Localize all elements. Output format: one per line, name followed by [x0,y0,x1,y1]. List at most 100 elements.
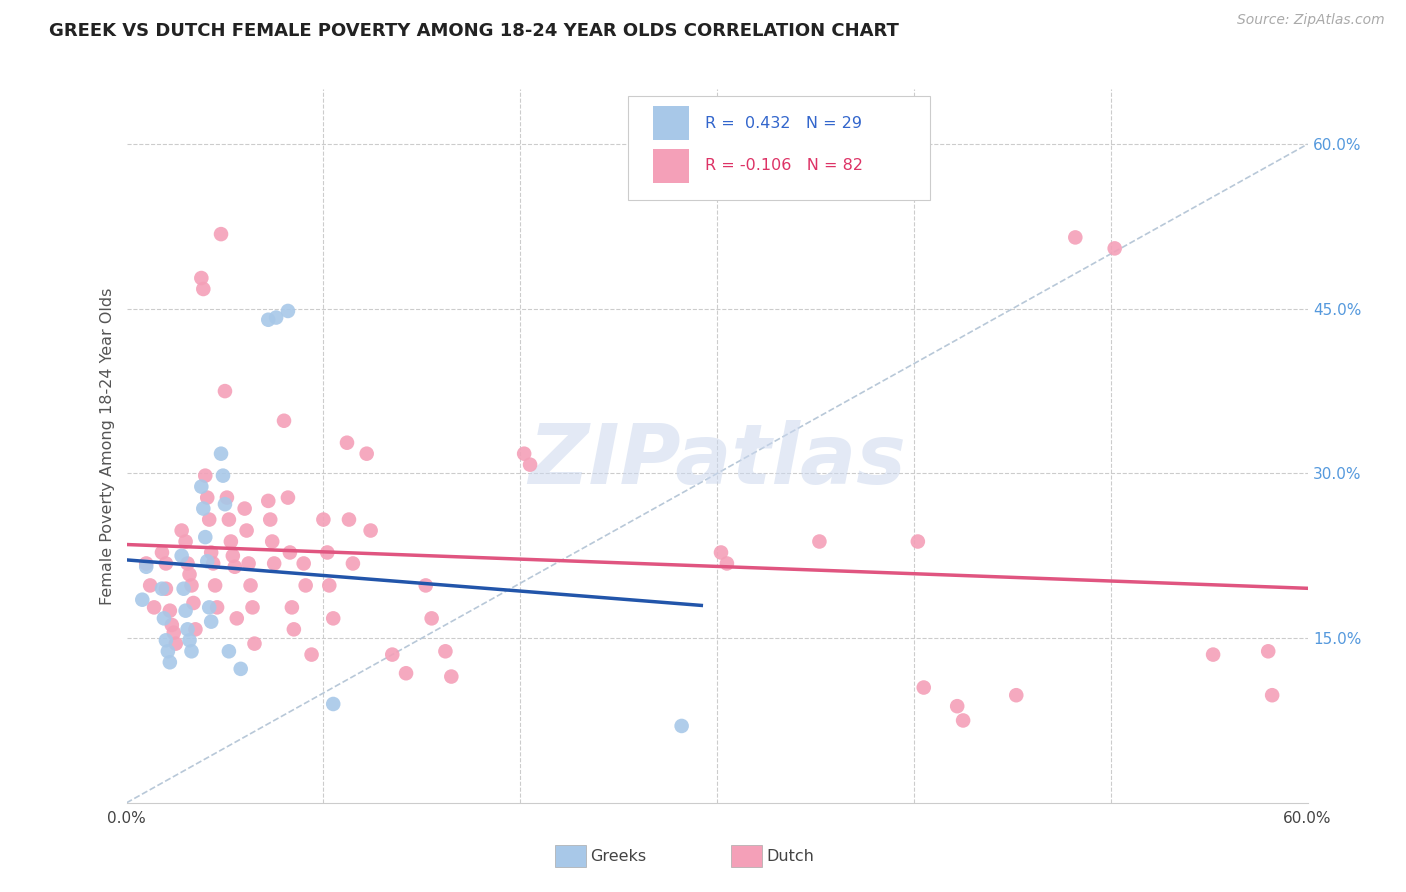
Point [294,578,316,592]
Point [292,557,315,571]
Point [215,491,238,505]
FancyBboxPatch shape [654,106,689,140]
Point [160,618,183,632]
Point [179,633,201,648]
Point [159,655,181,669]
Point [139,578,162,592]
Point [243,637,266,651]
Point [1104,241,1126,255]
Point [153,611,176,625]
Point [277,491,299,505]
Point [1261,688,1284,702]
Point [281,600,304,615]
Point [195,491,218,505]
Point [513,447,536,461]
Point [176,557,198,571]
Point [356,447,378,461]
Point [174,534,197,549]
Point [195,554,218,568]
Point [808,534,831,549]
Point [242,600,264,615]
Point [229,662,252,676]
Point [135,559,157,574]
Point [155,582,177,596]
Point [198,512,221,526]
Point [381,648,404,662]
Point [264,310,287,325]
Point [190,271,212,285]
Point [212,468,235,483]
Point [322,611,344,625]
Text: GREEK VS DUTCH FEMALE POVERTY AMONG 18-24 YEAR OLDS CORRELATION CHART: GREEK VS DUTCH FEMALE POVERTY AMONG 18-2… [49,22,898,40]
Point [946,699,969,714]
Text: Greeks: Greeks [591,849,647,863]
Point [952,714,974,728]
Text: R = -0.106   N = 82: R = -0.106 N = 82 [706,158,863,173]
Point [342,557,364,571]
Point [174,604,197,618]
Point [1005,688,1028,702]
Point [170,524,193,538]
Point [200,545,222,559]
Point [163,625,186,640]
Point [143,600,166,615]
Point [135,557,157,571]
Point [318,578,340,592]
Point [218,644,240,658]
Point [194,530,217,544]
Text: Source: ZipAtlas.com: Source: ZipAtlas.com [1237,13,1385,28]
Point [222,549,245,563]
Point [198,600,221,615]
Point [218,512,240,526]
Point [259,512,281,526]
Point [415,578,437,592]
Point [214,384,236,398]
Point [190,480,212,494]
Point [235,524,257,538]
Point [193,501,215,516]
Point [301,648,323,662]
Point [710,545,733,559]
Point [225,611,247,625]
Point [209,227,232,241]
Point [263,557,285,571]
Point [257,494,280,508]
Text: ZIPatlas: ZIPatlas [529,420,905,500]
Point [277,304,299,318]
Point [716,557,738,571]
Point [183,596,205,610]
Point [262,534,284,549]
Point [1064,230,1087,244]
Point [205,600,228,615]
Point [440,669,463,683]
Point [193,282,215,296]
Point [194,468,217,483]
Point [1202,648,1225,662]
Point [180,578,202,592]
Point [179,567,201,582]
Point [180,644,202,658]
Point [360,524,382,538]
Point [395,666,418,681]
Y-axis label: Female Poverty Among 18-24 Year Olds: Female Poverty Among 18-24 Year Olds [100,287,115,605]
Point [238,557,260,571]
Point [273,414,295,428]
FancyBboxPatch shape [628,96,929,200]
Point [224,559,246,574]
Point [156,644,179,658]
Point [176,623,198,637]
Point [519,458,541,472]
Point [184,623,207,637]
Point [202,557,225,571]
Point [159,604,181,618]
Point [131,592,153,607]
Point [257,312,280,326]
Point [312,512,335,526]
Point [173,582,195,596]
Point [204,578,226,592]
Point [283,623,305,637]
Point [155,633,177,648]
Point [336,435,359,450]
Point [165,637,187,651]
Text: R =  0.432   N = 29: R = 0.432 N = 29 [706,116,862,131]
